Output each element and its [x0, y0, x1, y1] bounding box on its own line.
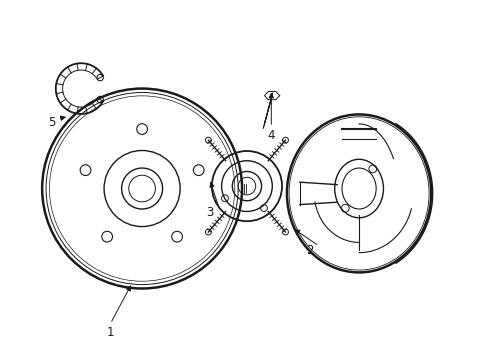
Text: 2: 2: [306, 244, 313, 257]
Text: 5: 5: [48, 116, 56, 129]
Text: 4: 4: [267, 129, 275, 142]
Text: 1: 1: [106, 326, 114, 339]
Text: 3: 3: [205, 206, 213, 219]
